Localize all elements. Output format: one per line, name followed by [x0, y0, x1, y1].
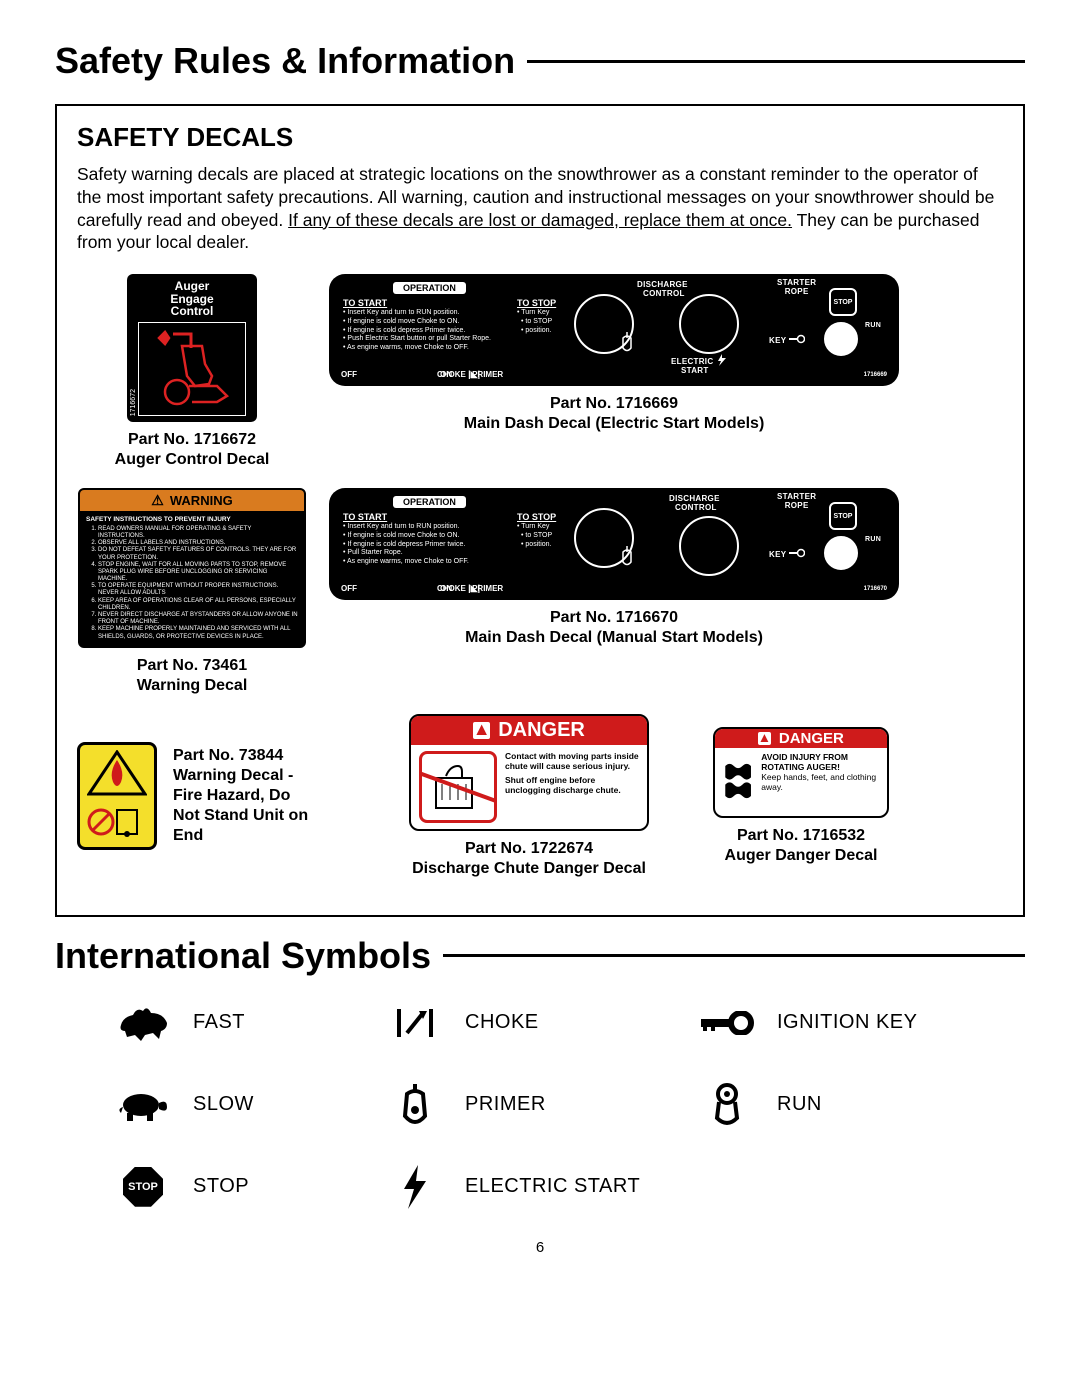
symbols-title-row: International Symbols: [55, 935, 1025, 977]
warning-block: WARNING SAFETY INSTRUCTIONS TO PREVENT I…: [77, 488, 307, 696]
auger-caption: Part No. 1716672 Auger Control Decal: [115, 430, 270, 470]
rabbit-icon: [115, 999, 171, 1047]
chute-danger-decal: DANGER Contact with moving parts inside …: [409, 714, 649, 831]
run-label: RUN: [777, 1093, 977, 1116]
decal-row-1: Auger Engage Control 1: [77, 274, 1003, 470]
electric-start-label: ELECTRIC START: [465, 1175, 685, 1198]
key-icon: [789, 548, 805, 558]
auger-title: Auger Engage Control: [170, 280, 213, 318]
primer-icon: [617, 330, 637, 356]
stop-label: STOP: [193, 1175, 373, 1198]
stop-octagon: STOP: [829, 288, 857, 316]
ignition-key-icon: [699, 999, 755, 1047]
symbols-grid: FAST CHOKE IGNITION KEY SLOW PRIMER RUN …: [115, 999, 1025, 1211]
warning-body: SAFETY INSTRUCTIONS TO PREVENT INJURY RE…: [80, 511, 304, 646]
run-icon: [699, 1081, 755, 1129]
dash-es-caption: Part No. 1716669 Main Dash Decal (Electr…: [464, 394, 765, 434]
auger-danger-block: DANGER AVOID INJURY FROM ROTATING AUGER!…: [691, 727, 911, 866]
dash-es-block: OPERATION TO START Insert Key and turn t…: [329, 274, 899, 434]
bolt-icon-sym: [387, 1163, 443, 1211]
ignition-label: IGNITION KEY: [777, 1011, 977, 1034]
fast-label: FAST: [193, 1011, 373, 1034]
flame-triangle-icon: [87, 750, 147, 796]
intro-underlined: If any of these decals are lost or damag…: [288, 210, 792, 230]
to-start-zone: TO START Insert Key and turn to RUN posi…: [343, 298, 513, 353]
safety-decals-heading: SAFETY DECALS: [77, 122, 1003, 153]
discharge-dial: [679, 294, 739, 354]
symbols-title: International Symbols: [55, 935, 431, 977]
auger-pictogram: [138, 322, 246, 416]
dash-decal-electric: OPERATION TO START Insert Key and turn t…: [329, 274, 899, 386]
warning-header: WARNING: [80, 490, 304, 511]
page-title: Safety Rules & Information: [55, 40, 515, 82]
primer-icon-sym: [387, 1081, 443, 1129]
dash-ms-caption: Part No. 1716670 Main Dash Decal (Manual…: [465, 608, 763, 648]
bolt-icon: [716, 354, 728, 366]
key-icon: [789, 334, 805, 344]
choke-label: CHOKE: [465, 1011, 685, 1034]
intro-paragraph: Safety warning decals are placed at stra…: [77, 163, 1003, 254]
auger2-caption: Part No. 1716532 Auger Danger Decal: [725, 826, 878, 866]
dash-bottom-row: OFF CHOKE |◣| ON PRIMER 1716669: [341, 369, 887, 380]
dash-ms-block: OPERATION TO START Insert Key and turn t…: [329, 488, 899, 648]
rotating-auger-icon: [721, 752, 755, 810]
no-stand-icon: [87, 802, 147, 842]
warn-list: READ OWNERS MANUAL FOR OPERATING & SAFET…: [86, 526, 298, 641]
turtle-icon: [115, 1081, 171, 1129]
page-title-row: Safety Rules & Information: [55, 40, 1025, 82]
snowthrower-icon: [147, 326, 237, 412]
fire-caption: Part No. 73844 Warning Decal - Fire Haza…: [173, 746, 308, 846]
decal-row-3: Part No. 73844 Warning Decal - Fire Haza…: [77, 714, 1003, 879]
primer-label: PRIMER: [465, 1093, 685, 1116]
fire-hazard-block: Part No. 73844 Warning Decal - Fire Haza…: [77, 742, 367, 850]
chute-danger-head: DANGER: [411, 716, 647, 745]
to-stop-zone: TO STOP Turn Key to STOP position.: [517, 298, 575, 335]
slow-label: SLOW: [193, 1093, 373, 1116]
safety-decals-box: SAFETY DECALS Safety warning decals are …: [55, 104, 1025, 917]
stop-icon: STOP: [115, 1163, 171, 1211]
discharge-lbl: DISCHARGE CONTROL: [637, 280, 688, 298]
primer-icon: [617, 544, 637, 570]
title-rule: [527, 60, 1025, 63]
fire-hazard-decal: [77, 742, 157, 850]
key-dial: [824, 322, 858, 356]
decal-row-2: WARNING SAFETY INSTRUCTIONS TO PREVENT I…: [77, 488, 1003, 696]
warning-caption: Part No. 73461 Warning Decal: [137, 656, 248, 696]
page-number: 6: [55, 1239, 1025, 1256]
choke-icon: [387, 999, 443, 1047]
auger-control-block: Auger Engage Control 1: [77, 274, 307, 470]
chute-danger-block: DANGER Contact with moving parts inside …: [389, 714, 669, 879]
start-list-es: Insert Key and turn to RUN position. If …: [343, 309, 513, 353]
auger-partnum-side: 1716672: [130, 389, 137, 416]
warning-decal: WARNING SAFETY INSTRUCTIONS TO PREVENT I…: [78, 488, 306, 648]
operation-label: OPERATION: [393, 282, 466, 294]
dash-decal-manual: OPERATION TO START Insert Key and turn t…: [329, 488, 899, 600]
chute-hand-pictogram: [419, 751, 497, 823]
auger-engage-decal: Auger Engage Control 1: [127, 274, 257, 422]
chute-caption: Part No. 1722674 Discharge Chute Danger …: [412, 839, 646, 879]
auger-danger-decal: DANGER AVOID INJURY FROM ROTATING AUGER!…: [713, 727, 889, 818]
